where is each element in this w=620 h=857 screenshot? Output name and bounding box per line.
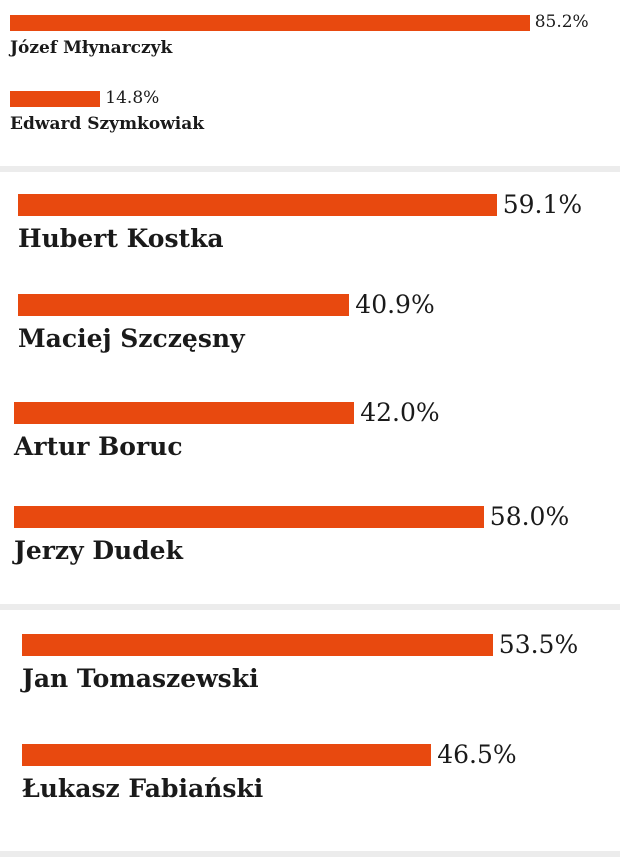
result-bar xyxy=(14,505,484,528)
poll-group-1: 85.2% Józef Młynarczyk 14.8% Edward Szym… xyxy=(0,0,620,165)
percent-label: 14.8% xyxy=(105,88,160,108)
percent-label: 58.0% xyxy=(489,502,570,531)
percent-label: 46.5% xyxy=(437,740,517,769)
candidate-name: Artur Boruc xyxy=(14,432,183,461)
percent-label: 59.1% xyxy=(502,190,583,219)
result-bar xyxy=(18,293,350,316)
result-bar xyxy=(22,743,432,766)
poll-group-2: 59.1% Hubert Kostka 40.9% Maciej Szczęsn… xyxy=(0,172,620,604)
percent-label: 42.0% xyxy=(360,398,440,427)
candidate-name: Hubert Kostka xyxy=(18,224,224,253)
percent-label: 85.2% xyxy=(534,12,589,32)
result-bar xyxy=(10,14,530,31)
candidate-name: Maciej Szczęsny xyxy=(18,324,245,353)
candidate-name: Edward Szymkowiak xyxy=(10,114,205,134)
result-bar xyxy=(14,401,355,424)
section-divider xyxy=(0,604,620,610)
candidate-name: Jerzy Dudek xyxy=(14,536,183,565)
percent-label: 40.9% xyxy=(355,290,435,319)
result-bar xyxy=(18,193,497,216)
candidate-name: Jan Tomaszewski xyxy=(22,664,259,693)
candidate-name: Józef Młynarczyk xyxy=(10,38,173,58)
result-bar xyxy=(22,633,493,656)
candidate-name: Łukasz Fabiański xyxy=(22,774,264,803)
section-divider xyxy=(0,166,620,172)
percent-label: 53.5% xyxy=(498,630,579,659)
result-bar xyxy=(10,90,101,107)
section-divider xyxy=(0,851,620,857)
poll-group-3: 53.5% Jan Tomaszewski 46.5% Łukasz Fabia… xyxy=(0,610,620,850)
